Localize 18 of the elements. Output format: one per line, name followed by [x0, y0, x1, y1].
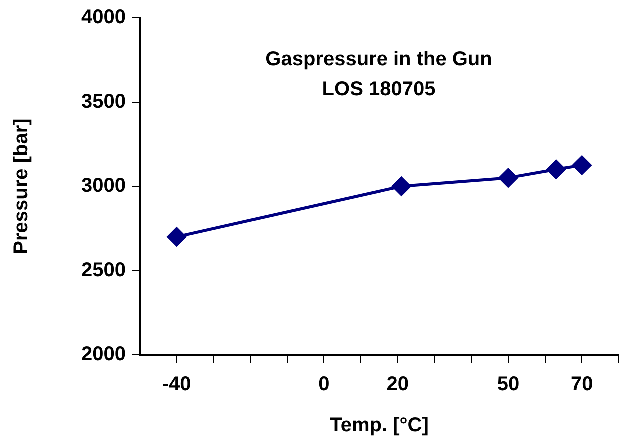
point [392, 177, 412, 196]
y-axis-title: Pressure [bar] [10, 118, 33, 254]
point [167, 228, 186, 247]
point [572, 156, 592, 175]
point [546, 160, 566, 180]
x-tick-label: 50 [497, 374, 520, 396]
x-tick-label: 0 [318, 374, 330, 396]
y-tick-label: 2500 [82, 259, 126, 282]
x-tick-label: -40 [162, 374, 192, 396]
y-tick-label: 2000 [82, 344, 126, 366]
x-axis-title: Temp. [°C] [330, 414, 429, 437]
text: Gaspressure in the Gun LOS 180705 [266, 48, 492, 101]
x-tick-label: 70 [571, 374, 594, 396]
y-tick-label: 3500 [82, 90, 126, 113]
y-tick-label: 4000 [82, 6, 126, 29]
y-tick-label: 3000 [82, 175, 126, 198]
point [498, 168, 518, 188]
x-tick-label: 20 [386, 374, 410, 396]
